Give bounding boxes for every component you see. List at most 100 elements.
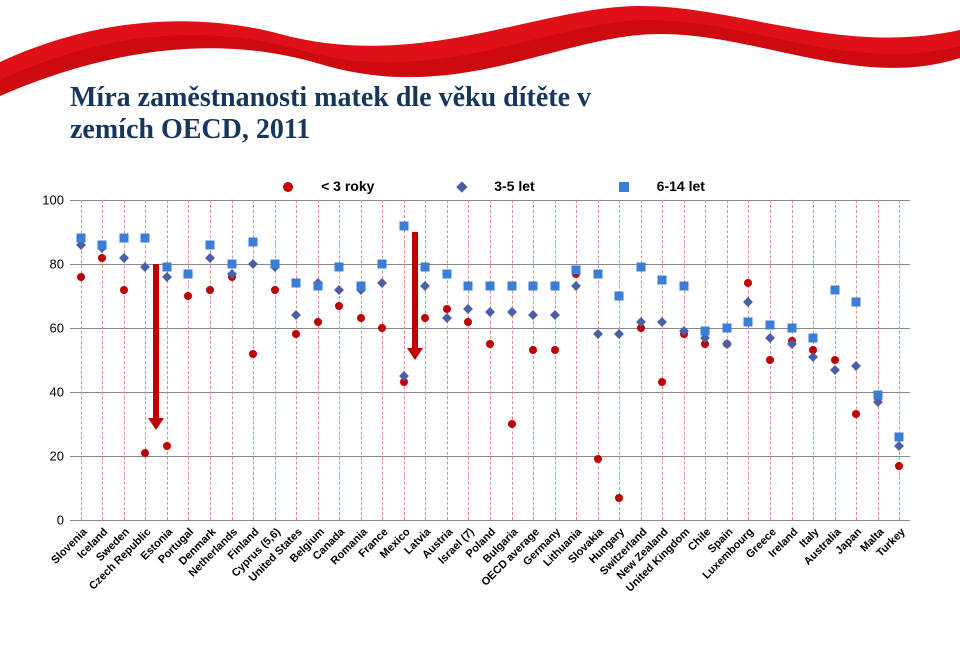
category-dropline — [425, 200, 426, 520]
data-point — [270, 260, 279, 269]
category-dropline — [662, 200, 663, 520]
highlight-arrow-icon — [153, 264, 159, 420]
data-point — [766, 356, 774, 364]
data-point — [463, 304, 473, 314]
data-point — [701, 327, 710, 336]
data-point — [162, 272, 172, 282]
category-dropline — [576, 200, 577, 520]
data-point — [744, 317, 753, 326]
data-point — [163, 442, 171, 450]
data-point — [464, 318, 472, 326]
data-point — [550, 310, 560, 320]
category-dropline — [253, 200, 254, 520]
data-point — [831, 356, 839, 364]
data-point — [377, 278, 387, 288]
data-point — [98, 254, 106, 262]
data-point — [335, 302, 343, 310]
data-point — [485, 307, 495, 317]
gridline — [70, 520, 910, 521]
data-point — [486, 340, 494, 348]
legend-marker-icon — [457, 182, 468, 193]
data-point — [442, 269, 451, 278]
data-point — [98, 240, 107, 249]
data-point — [421, 263, 430, 272]
data-point — [206, 240, 215, 249]
data-point — [486, 282, 495, 291]
data-point — [334, 285, 344, 295]
data-point — [421, 314, 429, 322]
scatter-chart: 020406080100 — [70, 200, 910, 520]
category-dropline — [490, 200, 491, 520]
data-point — [271, 286, 279, 294]
category-dropline — [878, 200, 879, 520]
data-point — [335, 263, 344, 272]
data-point — [787, 324, 796, 333]
data-point — [356, 282, 365, 291]
data-point — [895, 462, 903, 470]
data-point — [636, 263, 645, 272]
category-dropline — [145, 200, 146, 520]
data-point — [378, 324, 386, 332]
data-point — [292, 330, 300, 338]
category-dropline — [533, 200, 534, 520]
data-point — [420, 281, 430, 291]
data-point — [529, 346, 537, 354]
data-point — [895, 432, 904, 441]
category-dropline — [447, 200, 448, 520]
data-point — [852, 298, 861, 307]
y-tick-label: 20 — [36, 449, 64, 464]
data-point — [766, 320, 775, 329]
data-point — [658, 378, 666, 386]
category-dropline — [619, 200, 620, 520]
category-dropline — [899, 200, 900, 520]
legend-item: < 3 roky — [255, 178, 374, 194]
category-dropline — [684, 200, 685, 520]
data-point — [76, 234, 85, 243]
data-point — [830, 285, 839, 294]
x-axis-labels: SloveniaIcelandSwedenCzech RepublicEston… — [70, 526, 910, 636]
data-point — [594, 455, 602, 463]
category-dropline — [792, 200, 793, 520]
data-point — [249, 350, 257, 358]
data-point — [77, 273, 85, 281]
category-dropline — [727, 200, 728, 520]
data-point — [507, 307, 517, 317]
category-dropline — [598, 200, 599, 520]
chart-title: Míra zaměstnanosti matek dle věku dítěte… — [70, 82, 890, 146]
data-point — [313, 282, 322, 291]
category-dropline — [748, 200, 749, 520]
data-point — [378, 260, 387, 269]
category-dropline — [339, 200, 340, 520]
category-dropline — [124, 200, 125, 520]
data-point — [873, 391, 882, 400]
data-point — [809, 333, 818, 342]
data-point — [507, 282, 516, 291]
category-dropline — [232, 200, 233, 520]
data-point — [572, 266, 581, 275]
data-point — [119, 253, 129, 263]
data-point — [314, 318, 322, 326]
data-point — [593, 269, 602, 278]
data-point — [442, 313, 452, 323]
data-point — [529, 282, 538, 291]
data-point — [141, 234, 150, 243]
data-point — [248, 259, 258, 269]
data-point — [206, 286, 214, 294]
category-dropline — [318, 200, 319, 520]
category-dropline — [382, 200, 383, 520]
data-point — [399, 221, 408, 230]
legend-item: 6-14 let — [591, 178, 705, 194]
category-dropline — [468, 200, 469, 520]
data-point — [679, 282, 688, 291]
category-dropline — [705, 200, 706, 520]
y-tick-label: 100 — [36, 193, 64, 208]
data-point — [830, 365, 840, 375]
legend-marker-icon — [619, 182, 629, 192]
data-point — [658, 276, 667, 285]
data-point — [852, 410, 860, 418]
data-point — [551, 346, 559, 354]
category-dropline — [404, 200, 405, 520]
category-dropline — [856, 200, 857, 520]
data-point — [508, 420, 516, 428]
data-point — [528, 310, 538, 320]
